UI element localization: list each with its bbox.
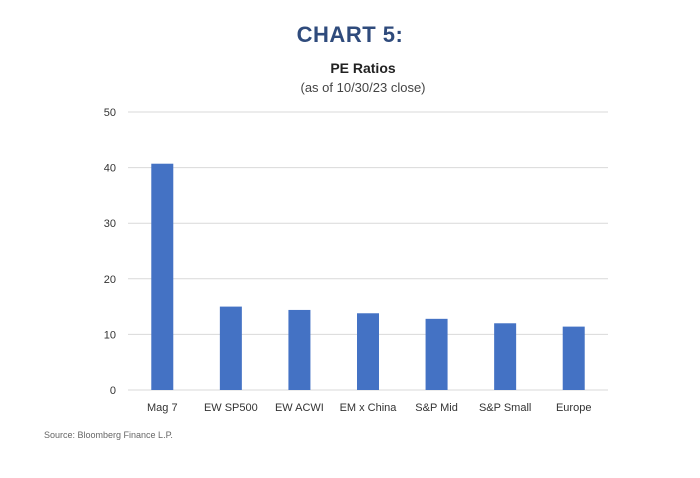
bar-em-x-china <box>357 313 379 390</box>
bars <box>151 163 585 390</box>
chart-title: PE Ratios <box>330 60 396 76</box>
y-tick-label: 0 <box>110 385 116 397</box>
x-category-label: EW SP500 <box>204 402 258 414</box>
x-category-label: EM x China <box>340 402 398 414</box>
y-tick-label: 20 <box>104 274 116 286</box>
y-tick-label: 40 <box>104 163 116 175</box>
source-note: Source: Bloomberg Finance L.P. <box>44 430 173 440</box>
x-category-label: S&P Mid <box>415 402 458 414</box>
y-axis-tick-labels: 0 10 20 30 40 50 <box>104 107 116 397</box>
y-tick-label: 30 <box>104 218 116 230</box>
bar-ew-sp500 <box>219 306 242 390</box>
x-category-label: Mag 7 <box>147 402 178 414</box>
chart-subtitle: (as of 10/30/23 close) <box>300 80 425 95</box>
y-tick-label: 50 <box>104 107 116 119</box>
x-category-label: S&P Small <box>479 402 531 414</box>
x-category-label: EW ACWI <box>275 402 324 414</box>
bar-ew-acwi <box>288 309 311 390</box>
x-category-label: Europe <box>556 402 591 414</box>
chart-heading: CHART 5: <box>296 22 404 47</box>
bar-mag-7 <box>151 163 174 390</box>
y-tick-label: 10 <box>104 329 116 341</box>
x-axis-category-labels: Mag 7 EW SP500 EW ACWI EM x China S&P Mid S&P… <box>147 402 591 414</box>
bar-s-p-mid <box>425 318 448 390</box>
bar-europe <box>562 326 585 390</box>
bar-s-p-small <box>494 323 517 390</box>
